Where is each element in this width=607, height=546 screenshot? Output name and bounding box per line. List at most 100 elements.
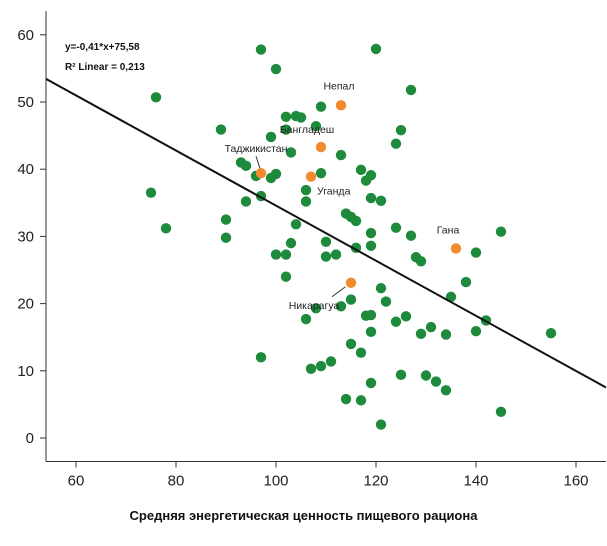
- data-point: [340, 393, 352, 405]
- data-point: [415, 256, 427, 267]
- data-point: [365, 227, 377, 239]
- data-point: [315, 360, 327, 372]
- data-point: [290, 219, 302, 230]
- data-point: [355, 347, 367, 358]
- highlighted-point: [305, 171, 317, 182]
- label-leader-line: [255, 156, 261, 170]
- x-tick-label: 140: [463, 473, 488, 490]
- highlighted-point: [345, 277, 357, 288]
- x-axis-label: Средняя энергетическая ценность пищевого…: [129, 508, 478, 523]
- x-tick-label: 160: [563, 473, 588, 490]
- data-point: [375, 195, 387, 206]
- data-point: [270, 63, 282, 75]
- data-point: [285, 237, 297, 249]
- data-point: [345, 338, 357, 350]
- data-point: [285, 147, 297, 158]
- data-point: [320, 251, 332, 262]
- x-tick-label: 80: [168, 473, 185, 490]
- data-point: [300, 313, 312, 325]
- data-point: [330, 249, 342, 260]
- data-point: [430, 376, 442, 387]
- data-point: [375, 419, 387, 430]
- data-point: [220, 232, 232, 243]
- country-label: Бангладеш: [280, 124, 334, 136]
- data-point: [495, 406, 507, 417]
- data-point: [420, 370, 432, 381]
- data-point: [295, 112, 307, 123]
- highlighted-point: [315, 141, 327, 153]
- x-tick-label: 100: [263, 473, 288, 490]
- country-label: Уганда: [317, 186, 351, 198]
- country-label: Гана: [437, 224, 460, 236]
- regression-line: [45, 78, 607, 389]
- data-point: [215, 124, 227, 135]
- data-point: [160, 223, 172, 234]
- country-label: Таджикистан: [225, 143, 288, 155]
- data-point: [315, 101, 327, 112]
- data-point: [390, 222, 402, 233]
- data-point: [305, 363, 317, 374]
- data-point: [255, 44, 267, 55]
- data-point: [280, 271, 292, 282]
- data-point: [365, 309, 377, 321]
- data-point: [425, 321, 437, 333]
- data-point: [300, 184, 312, 196]
- r2-text: R² Linear = 0,213: [65, 62, 145, 73]
- equation-text: y=-0,41*x+75,58: [65, 42, 140, 53]
- y-tick-label: 30: [17, 228, 34, 245]
- country-label: Никарагуа: [289, 300, 340, 312]
- points-layer: [145, 43, 557, 430]
- data-point: [365, 377, 377, 389]
- data-point: [280, 249, 292, 260]
- data-point: [310, 120, 322, 132]
- data-point: [240, 160, 252, 172]
- data-point: [390, 138, 402, 149]
- y-tick-label: 10: [17, 363, 34, 380]
- highlighted-point: [255, 168, 267, 179]
- y-tick-label: 0: [26, 430, 34, 447]
- data-point: [380, 296, 392, 307]
- data-point: [280, 111, 292, 122]
- data-point: [365, 192, 377, 204]
- highlighted-points: Непал Бангладеш Таджикистан Уганда Гана Никар…: [225, 80, 462, 312]
- data-point: [270, 249, 282, 260]
- data-point: [220, 214, 232, 225]
- data-point: [320, 236, 332, 247]
- y-axis-ticks: 0 10 20 30 40 50 60: [17, 27, 46, 447]
- data-point: [390, 316, 402, 327]
- y-tick-label: 40: [17, 161, 34, 178]
- data-point: [470, 325, 482, 337]
- highlighted-point: [450, 243, 462, 254]
- x-axis-ticks: 60 80 100 120 140 160: [68, 461, 589, 490]
- data-point: [265, 131, 277, 143]
- label-leader-line: [331, 286, 346, 298]
- data-point: [315, 168, 327, 179]
- data-point: [365, 240, 377, 252]
- y-tick-label: 20: [17, 296, 34, 313]
- data-point: [345, 294, 357, 305]
- data-point: [145, 187, 157, 198]
- data-point: [495, 226, 507, 237]
- data-point: [545, 327, 557, 339]
- data-point: [355, 395, 367, 406]
- highlighted-point: [335, 100, 347, 111]
- data-point: [405, 230, 417, 241]
- data-point: [365, 170, 377, 181]
- y-tick-label: 50: [17, 94, 34, 111]
- y-tick-label: 60: [17, 27, 34, 44]
- data-point: [280, 124, 292, 135]
- data-point: [400, 311, 412, 322]
- data-point: [150, 92, 162, 103]
- data-point: [370, 43, 382, 55]
- data-point: [395, 369, 407, 381]
- data-point: [350, 215, 362, 227]
- country-label: Непал: [323, 80, 354, 92]
- data-point: [395, 125, 407, 136]
- data-point: [440, 385, 452, 396]
- data-point: [335, 301, 347, 312]
- data-point: [325, 356, 337, 367]
- x-tick-label: 120: [363, 473, 388, 490]
- data-point: [240, 196, 252, 207]
- data-point: [440, 329, 452, 340]
